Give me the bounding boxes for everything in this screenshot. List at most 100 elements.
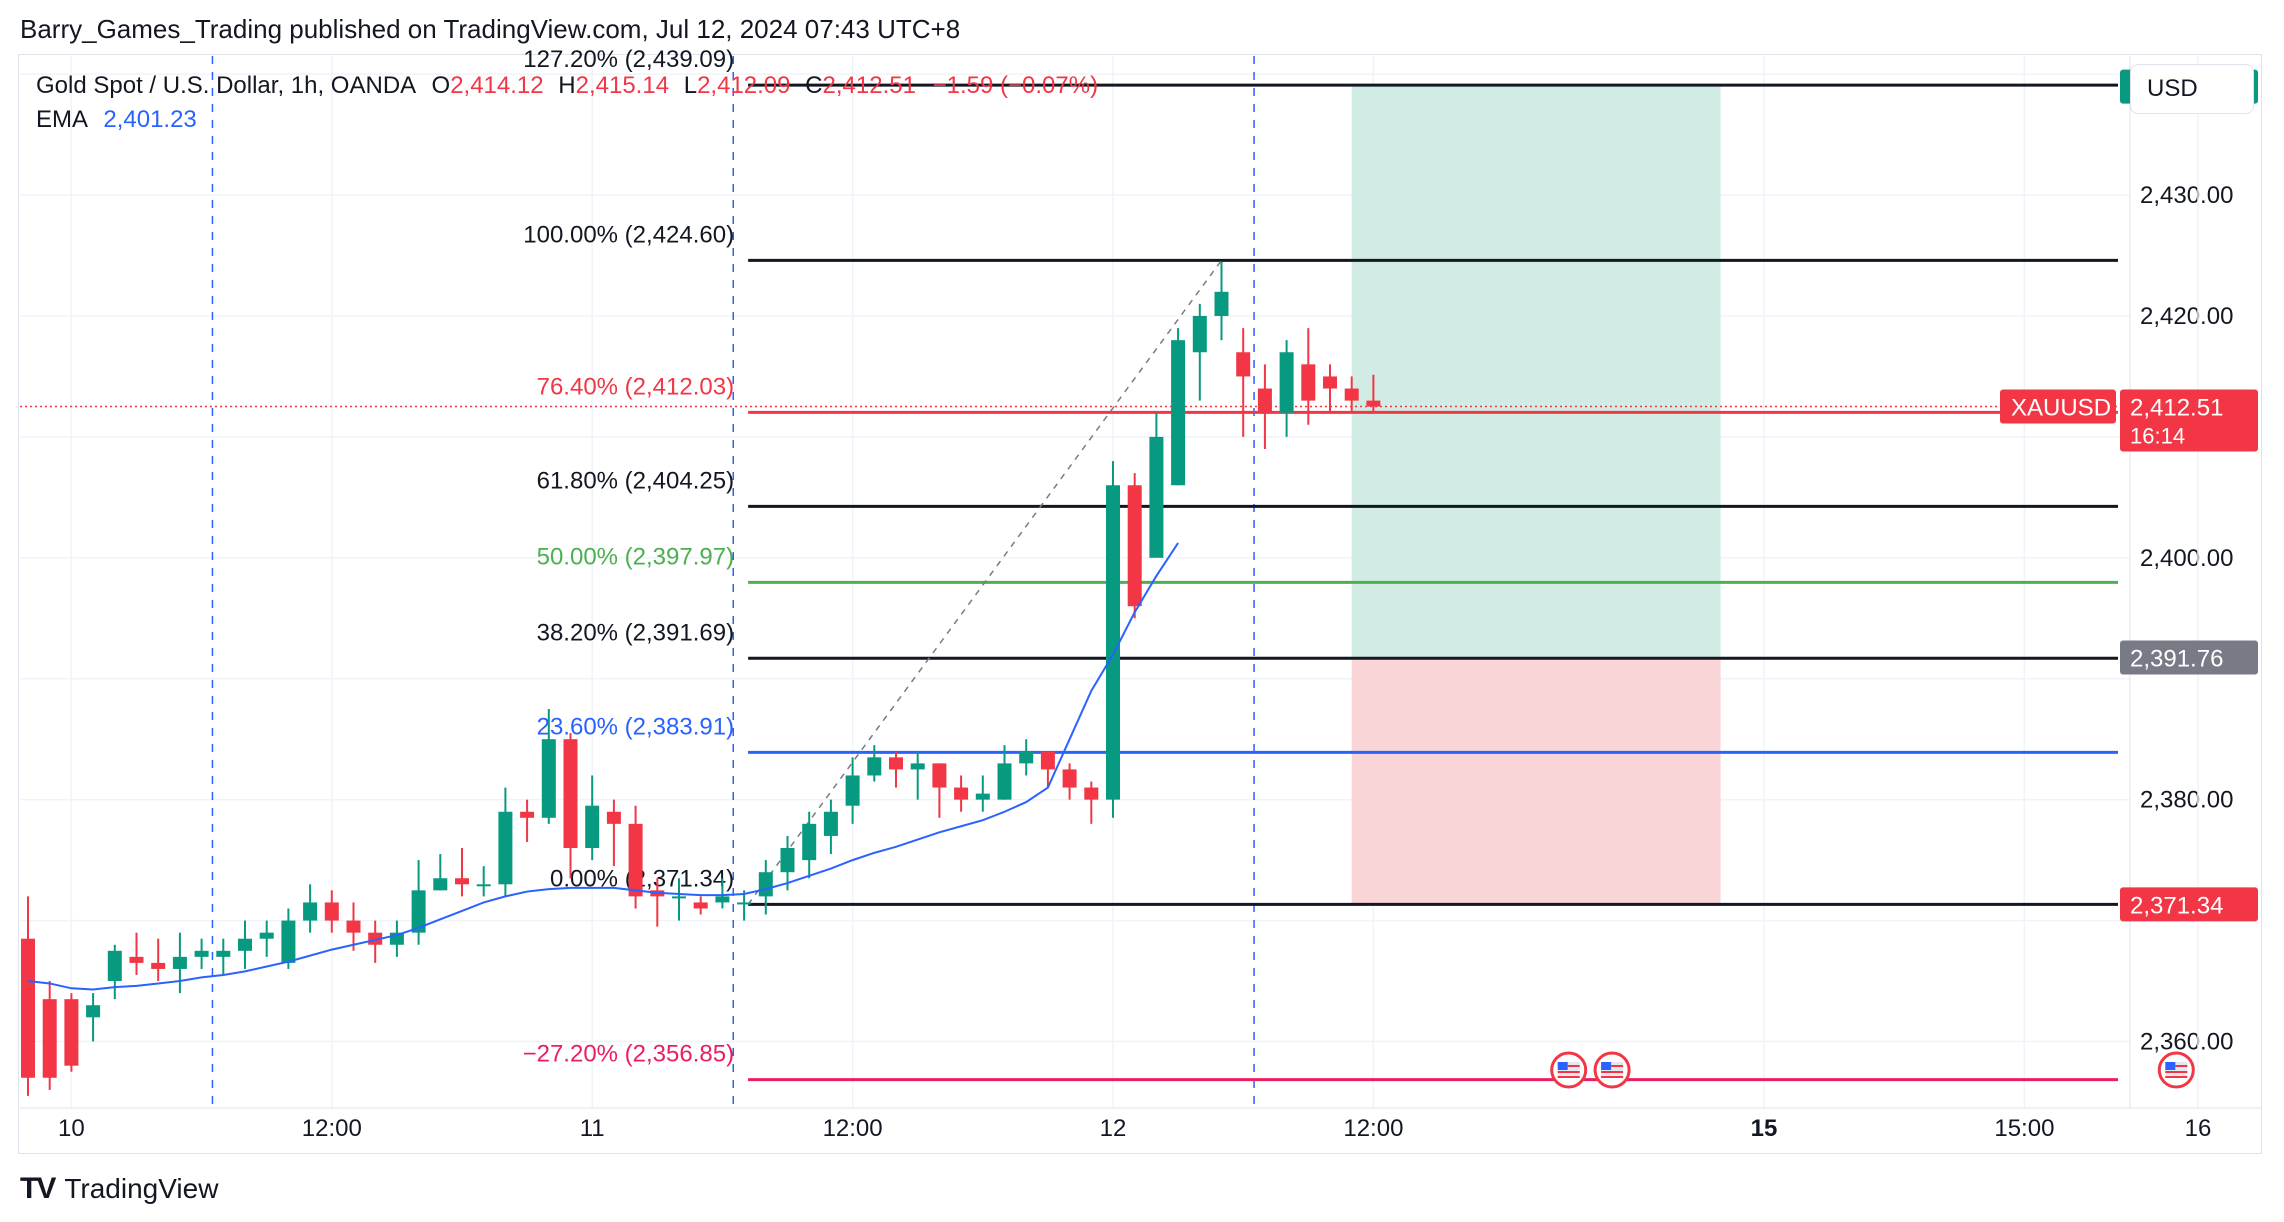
candle-body[interactable] — [281, 920, 296, 963]
publish-header: Barry_Games_Trading published on Trading… — [20, 14, 961, 44]
fib-level-label: 38.20% (2,391.69) — [537, 619, 734, 646]
candle-body[interactable] — [172, 956, 187, 969]
open-label: O — [431, 72, 451, 99]
candle-body[interactable] — [216, 950, 231, 957]
candle-body[interactable] — [1366, 400, 1381, 407]
candle-body[interactable] — [845, 775, 860, 806]
candle-body[interactable] — [954, 787, 969, 800]
open-value: 2,414.12 — [450, 72, 544, 99]
candle-body[interactable] — [585, 805, 600, 849]
us-flag-canton — [1601, 1062, 1612, 1070]
candle-body[interactable] — [1344, 388, 1359, 401]
candle-body[interactable] — [498, 811, 513, 885]
candle-body[interactable] — [1127, 485, 1142, 607]
symbol-name[interactable]: Gold Spot / U.S. Dollar, 1h, OANDA — [36, 72, 415, 99]
candle-body[interactable] — [997, 763, 1012, 800]
candle-body[interactable] — [737, 902, 752, 905]
ema-line[interactable] — [27, 542, 1179, 991]
symbol-legend: Gold Spot / U.S. Dollar, 1h, OANDA O2,41… — [36, 72, 1098, 100]
low-label: L — [683, 72, 698, 99]
candle-body[interactable] — [194, 950, 209, 957]
x-tick-label: 15 — [1751, 1115, 1778, 1142]
candle-body[interactable] — [520, 811, 535, 818]
candle-body[interactable] — [1106, 485, 1120, 800]
candle-body[interactable] — [541, 739, 556, 818]
candle-body[interactable] — [21, 938, 35, 1078]
symbol-price-tag[interactable] — [2000, 389, 2116, 424]
candle-body[interactable] — [346, 920, 361, 933]
candle-body[interactable] — [324, 902, 339, 921]
candle-body[interactable] — [1192, 315, 1207, 353]
candle-body[interactable] — [1236, 352, 1251, 377]
fib-trend-line[interactable] — [747, 259, 1223, 905]
candle-body[interactable] — [1040, 751, 1055, 770]
stop-zone[interactable] — [1351, 657, 1721, 905]
last-price-label[interactable] — [2120, 389, 2258, 452]
candle-body[interactable] — [238, 938, 252, 951]
change-value: −1.59 (−0.07%) — [932, 72, 1099, 99]
candle-body[interactable] — [1062, 769, 1077, 788]
candle-body[interactable] — [86, 1005, 101, 1018]
bar-countdown-text: 16:14 — [2130, 424, 2185, 449]
candle-body[interactable] — [476, 884, 491, 887]
candle-body[interactable] — [932, 763, 947, 788]
candle-body[interactable] — [107, 950, 122, 982]
price-axis-label[interactable] — [2120, 640, 2258, 675]
tradingview-logo[interactable]: TV TradingView — [20, 1172, 218, 1206]
fib-level-label: −27.20% (2,356.85) — [523, 1041, 735, 1068]
candle-body[interactable] — [1084, 787, 1099, 800]
candle-body[interactable] — [1279, 352, 1294, 413]
candle-body[interactable] — [758, 872, 773, 897]
candle-body[interactable] — [1171, 340, 1186, 486]
symbol-price-tag-text: XAUUSD — [2011, 395, 2111, 422]
candle-body[interactable] — [1019, 751, 1034, 764]
last-price-text: 2,412.51 — [2130, 395, 2223, 422]
ema-legend[interactable]: EMA 2,401.23 — [36, 106, 197, 134]
candle-body[interactable] — [715, 896, 730, 903]
ema-label: EMA — [36, 106, 87, 133]
x-tick-label: 12 — [1100, 1115, 1127, 1142]
candle-body[interactable] — [64, 999, 79, 1066]
y-tick-label: 2,420.00 — [2140, 303, 2233, 330]
close-label: C — [805, 72, 823, 99]
low-value: 2,412.09 — [697, 72, 791, 99]
target-zone[interactable] — [1351, 86, 1721, 658]
candle-body[interactable] — [1301, 364, 1316, 401]
candle-body[interactable] — [303, 902, 318, 921]
candle-body[interactable] — [151, 962, 166, 969]
candle-body[interactable] — [1323, 376, 1337, 389]
candle-body[interactable] — [672, 896, 686, 899]
candle-body[interactable] — [368, 932, 383, 945]
candle-body[interactable] — [889, 757, 903, 770]
price-axis-label[interactable] — [2120, 887, 2258, 922]
y-tick-label: 2,400.00 — [2140, 545, 2233, 572]
candle-body[interactable] — [1214, 291, 1229, 316]
candle-body[interactable] — [910, 763, 925, 770]
candle-body[interactable] — [259, 932, 274, 939]
candle-body[interactable] — [628, 823, 643, 897]
candle-body[interactable] — [606, 811, 621, 824]
candle-body[interactable] — [975, 793, 990, 800]
tradingview-logo-icon: TV — [20, 1172, 56, 1205]
ema-value: 2,401.23 — [103, 106, 197, 133]
candle-body[interactable] — [693, 902, 708, 909]
high-value: 2,415.14 — [575, 72, 670, 99]
candle-body[interactable] — [433, 878, 448, 891]
candle-body[interactable] — [802, 823, 817, 861]
candle-body[interactable] — [1149, 436, 1164, 558]
candle-body[interactable] — [411, 890, 426, 933]
candle-body[interactable] — [823, 811, 838, 836]
candle-body[interactable] — [563, 739, 578, 849]
candle-body[interactable] — [129, 956, 144, 963]
currency-button[interactable]: USD — [2130, 64, 2254, 114]
fib-level-label: 76.40% (2,412.03) — [537, 373, 734, 400]
y-tick-label: 2,360.00 — [2140, 1028, 2233, 1055]
y-tick-label: 2,430.00 — [2140, 182, 2233, 209]
candle-body[interactable] — [780, 848, 795, 873]
candle-body[interactable] — [455, 878, 469, 885]
candle-body[interactable] — [42, 999, 57, 1078]
candle-body[interactable] — [867, 757, 882, 776]
candle-body[interactable] — [1257, 388, 1272, 413]
price-axis-label-text: 2,371.34 — [2130, 892, 2223, 919]
